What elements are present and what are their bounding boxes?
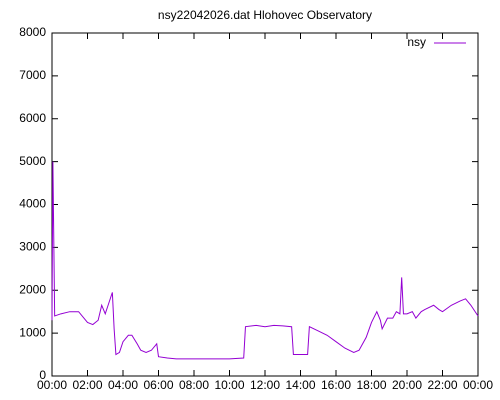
x-tick-label: 06:00 xyxy=(143,378,173,392)
x-tick-label: 00:00 xyxy=(463,378,493,392)
x-tick-label: 16:00 xyxy=(321,378,351,392)
x-tick-label: 02:00 xyxy=(72,378,102,392)
x-tick-label: 14:00 xyxy=(285,378,315,392)
y-tick-label: 2000 xyxy=(19,282,46,296)
x-tick-label: 22:00 xyxy=(427,378,457,392)
y-tick-label: 0 xyxy=(39,368,46,382)
y-tick-label: 6000 xyxy=(19,111,46,125)
x-tick-label: 00:00 xyxy=(37,378,67,392)
y-tick-label: 4000 xyxy=(19,197,46,211)
y-tick-label: 3000 xyxy=(19,240,46,254)
x-tick-label: 20:00 xyxy=(392,378,422,392)
y-tick-label: 1000 xyxy=(19,325,46,339)
legend-label: nsy xyxy=(407,35,426,49)
chart-title: nsy22042026.dat Hlohovec Observatory xyxy=(158,8,372,22)
x-tick-label: 18:00 xyxy=(356,378,386,392)
x-tick-label: 10:00 xyxy=(214,378,244,392)
data-line xyxy=(51,161,479,360)
y-tick-label: 7000 xyxy=(19,68,46,82)
x-tick-label: 12:00 xyxy=(250,378,280,392)
y-tick-label: 5000 xyxy=(19,154,46,168)
x-tick-label: 08:00 xyxy=(179,378,209,392)
x-tick-label: 04:00 xyxy=(108,378,138,392)
y-tick-label: 8000 xyxy=(19,25,46,39)
plot-border xyxy=(51,32,479,377)
